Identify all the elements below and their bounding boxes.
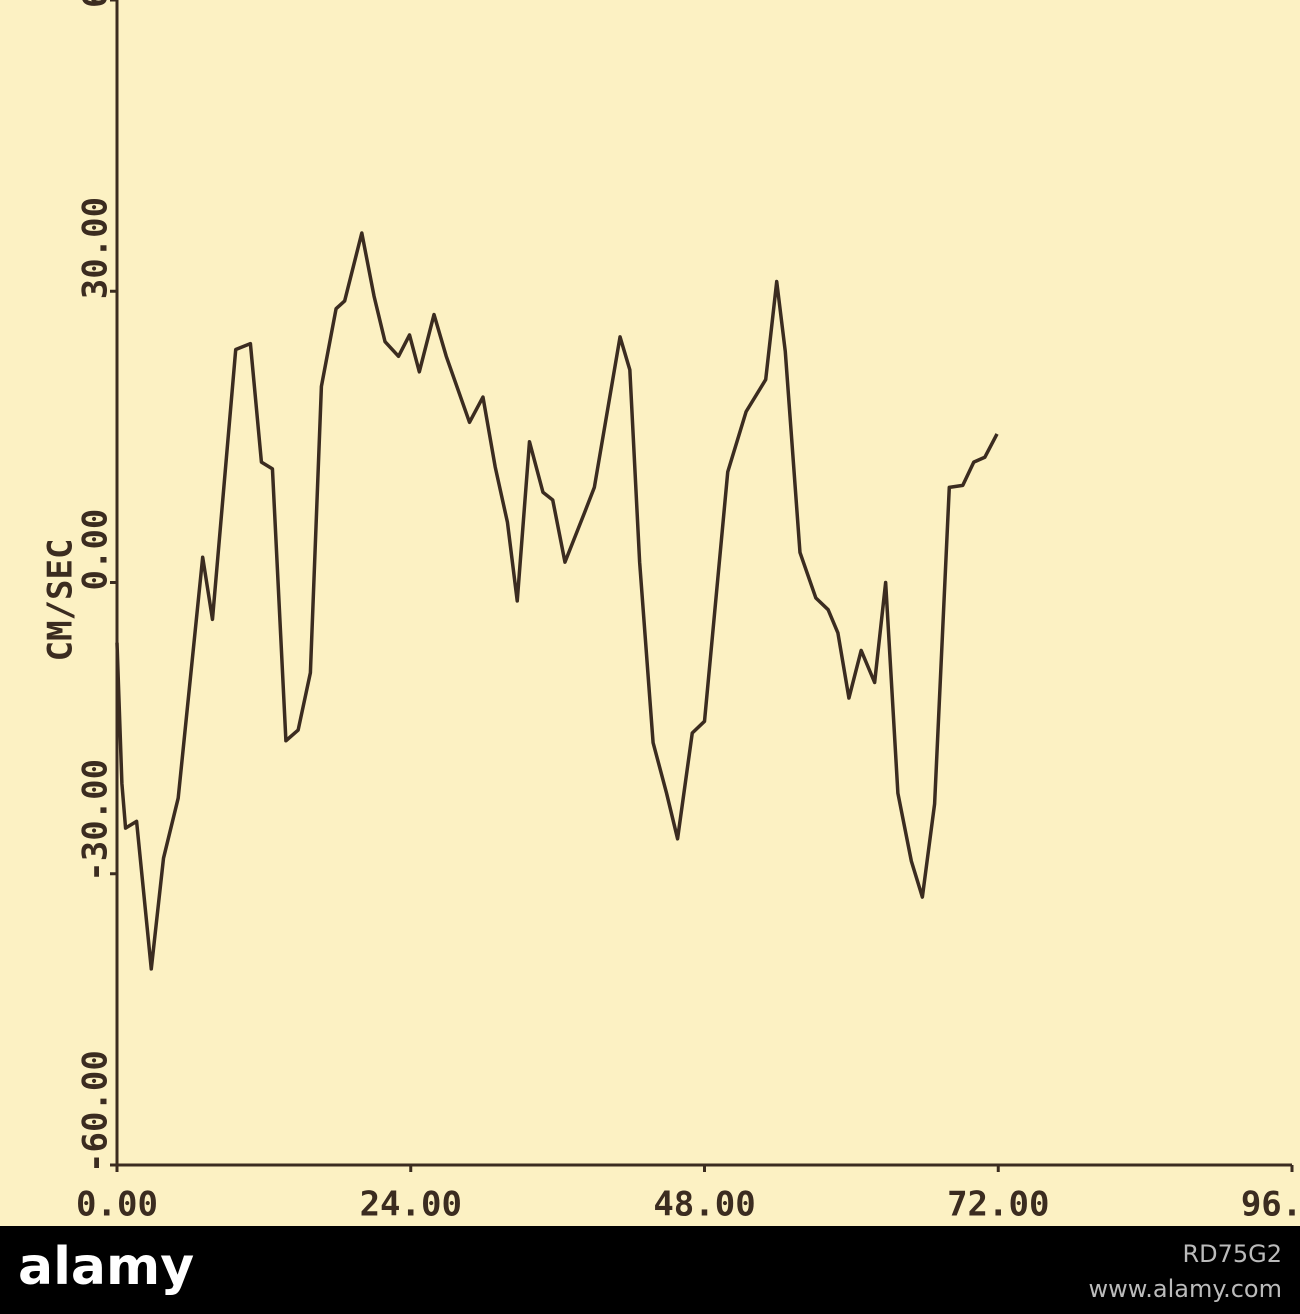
footer: alamy RD75G2 www.alamy.com: [0, 1226, 1300, 1314]
y-tick-label: -30.00: [76, 759, 116, 882]
footer-bar: [0, 1226, 1300, 1314]
y-tick-label: 60.00: [76, 0, 116, 8]
footer-site: www.alamy.com: [1089, 1275, 1282, 1303]
x-tick-label: 72.00: [947, 1185, 1049, 1225]
x-tick-label: 48.00: [653, 1185, 755, 1225]
x-tick-label: 0.00: [76, 1185, 158, 1225]
y-tick-label: 30.00: [76, 197, 116, 299]
data-line: [115, 231, 999, 971]
y-tick-label: 0.00: [76, 509, 116, 591]
y-tick-label: -60.00: [76, 1050, 116, 1173]
background: [0, 0, 1300, 1226]
footer-image-id: RD75G2: [1182, 1240, 1282, 1268]
x-tick-label: 24.00: [360, 1185, 462, 1225]
x-tick-label: 96.00: [1241, 1185, 1300, 1225]
footer-logo: alamy: [18, 1237, 194, 1297]
y-axis-label: CM/SEC: [41, 539, 81, 662]
